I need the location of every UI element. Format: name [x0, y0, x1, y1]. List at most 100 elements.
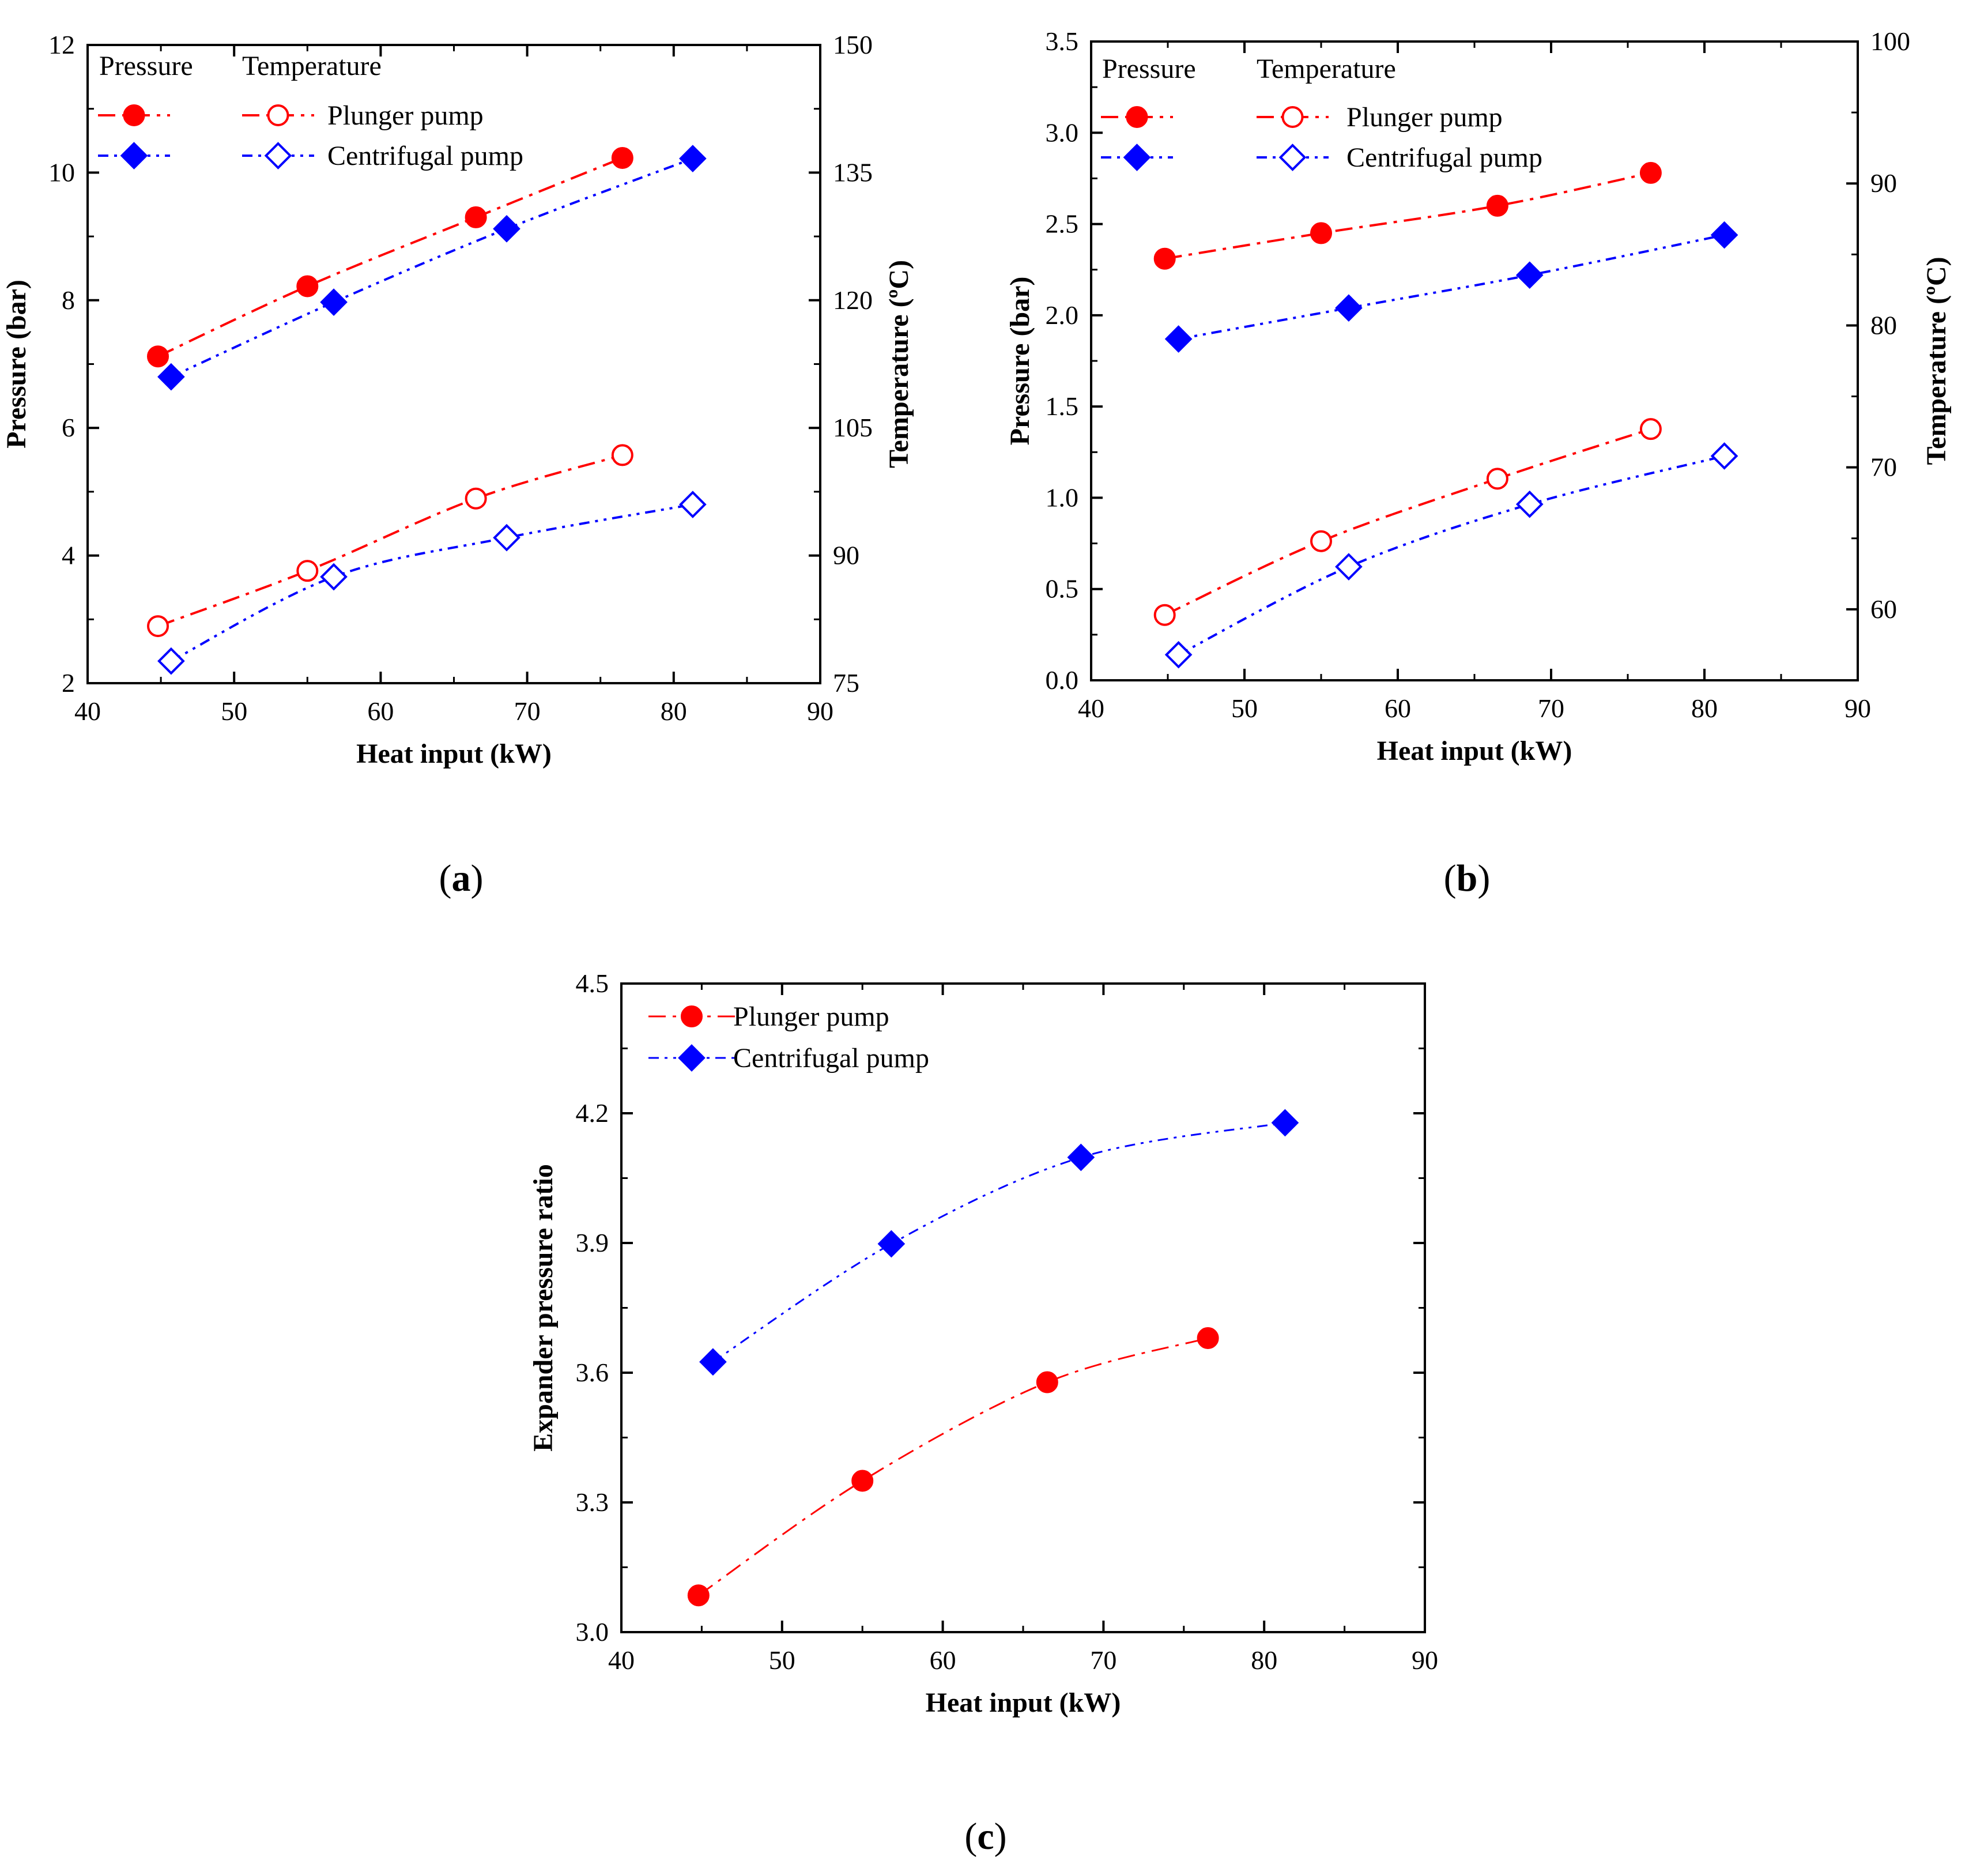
panel-label-letter: b	[1457, 857, 1478, 899]
x-tick-label: 60	[367, 696, 394, 726]
data-point-plunger-temperature	[296, 560, 319, 582]
legend-marker-plunger-pressure	[1126, 106, 1148, 128]
data-point-plunger-temperature	[1639, 418, 1662, 440]
series-line-plunger-pressure	[157, 157, 623, 358]
y-tick-label: 3.3	[576, 1487, 609, 1517]
y2-tick-label: 90	[833, 541, 859, 570]
data-point-plunger-pressure	[465, 206, 487, 228]
y2-tick-label: 100	[1870, 27, 1910, 56]
y2-tick-label: 135	[833, 157, 873, 187]
panel-label-close-paren: )	[1477, 857, 1490, 899]
y-axis-title: Pressure (bar)	[1005, 277, 1035, 446]
y2-tick-label: 150	[833, 30, 873, 59]
panel-label-close-paren: )	[471, 857, 484, 899]
y2-axis-title: Temperature (ºC)	[1921, 257, 1952, 465]
y2-tick-label: 60	[1870, 594, 1897, 624]
y2-tick-label: 75	[833, 668, 859, 698]
panel-c-chart: 40 50 60 70 80 90 3.0 3.3 3.6 3.9 4.2 4.5 Heat input…	[528, 969, 1438, 1858]
data-point-plunger-pressure	[611, 146, 633, 169]
data-point-centrifugal-pressure	[679, 145, 707, 172]
x-tick-label: 40	[1078, 694, 1104, 723]
series-line-plunger-ratio	[697, 1337, 1209, 1596]
x-tick-label: 70	[1538, 694, 1564, 723]
data-point-centrifugal-pressure	[1335, 294, 1363, 322]
data-point-plunger-pressure	[1639, 161, 1662, 184]
x-tick-label: 60	[1385, 694, 1411, 723]
y-axis-title: Pressure (bar)	[1, 280, 32, 449]
y-tick-label: 3.0	[576, 1617, 609, 1647]
series-line-centrifugal-pressure	[1178, 233, 1725, 340]
y-tick-label: 3.6	[576, 1358, 609, 1387]
data-point-plunger-temperature	[1310, 530, 1332, 552]
legend-label-centrifugal: Centrifugal pump	[1346, 142, 1542, 173]
panel-label-letter: c	[977, 1815, 994, 1858]
legend-label-centrifugal: Centrifugal pump	[733, 1043, 929, 1073]
panel-label-open-paren: (	[1444, 857, 1457, 899]
data-point-plunger-temperature	[611, 444, 633, 466]
legend-marker-plunger-pressure	[123, 104, 145, 126]
data-point-plunger-temperature	[1153, 604, 1176, 626]
x-tick-label: 90	[1412, 1645, 1438, 1675]
data-point-plunger-ratio	[1036, 1371, 1058, 1393]
y-tick-label: 6	[62, 413, 75, 442]
data-point-centrifugal-ratio	[1271, 1109, 1299, 1137]
data-point-centrifugal-temperature	[679, 491, 707, 518]
panel-label-open-paren: (	[964, 1815, 977, 1858]
x-tick-label: 60	[930, 1645, 956, 1675]
legend-header-temperature: Temperature	[1257, 54, 1396, 84]
y2-tick-label: 80	[1870, 310, 1897, 340]
data-point-centrifugal-pressure	[1164, 325, 1193, 353]
panel-b-chart: 40 50 60 70 80 90 0.0 0.5 1.0 1.5 2.0 2.5 3.0 3.5 60 70…	[1005, 27, 1952, 899]
x-tick-label: 40	[74, 696, 101, 726]
legend-marker-centrifugal-pressure	[120, 142, 148, 169]
series-line-centrifugal-pressure	[171, 157, 693, 378]
legend-label-plunger: Plunger pump	[733, 1001, 889, 1032]
data-point-plunger-ratio	[687, 1584, 710, 1607]
x-axis-title: Heat input (kW)	[926, 1687, 1121, 1718]
y-tick-label: 4.5	[576, 969, 609, 998]
data-point-plunger-pressure	[147, 345, 169, 368]
data-point-centrifugal-pressure	[1515, 261, 1544, 289]
x-tick-label: 90	[807, 696, 833, 726]
legend-marker-plunger	[681, 1005, 703, 1027]
y-tick-label: 2.5	[1046, 209, 1079, 239]
y2-tick-label: 105	[833, 413, 873, 442]
series-line-plunger-temperature	[157, 454, 623, 627]
panel-label-letter: a	[452, 857, 471, 899]
panel-label: (b)	[1444, 857, 1491, 899]
legend-label-plunger: Plunger pump	[327, 100, 484, 131]
y2-tick-label: 70	[1870, 453, 1897, 482]
y-tick-label: 3.9	[576, 1228, 609, 1257]
legend-marker-centrifugal	[678, 1044, 706, 1072]
panel-label: (a)	[439, 857, 484, 899]
x-axis-title: Heat input (kW)	[356, 739, 552, 769]
x-tick-label: 50	[769, 1645, 795, 1675]
data-point-plunger-temperature	[147, 615, 169, 638]
y-tick-label: 4.2	[576, 1098, 609, 1128]
legend-header-temperature: Temperature	[242, 51, 382, 81]
x-tick-label: 50	[221, 696, 247, 726]
data-point-centrifugal-temperature	[1515, 490, 1544, 518]
panel-label: (c)	[964, 1815, 1006, 1858]
legend-label-centrifugal: Centrifugal pump	[327, 141, 523, 171]
data-point-centrifugal-temperature	[320, 563, 348, 591]
data-point-plunger-pressure	[296, 275, 319, 297]
legend-marker-centrifugal-temperature	[1278, 144, 1307, 171]
y-tick-label: 0.5	[1046, 574, 1079, 604]
legend-marker-centrifugal-pressure	[1123, 144, 1151, 171]
y-axis-title: Expander pressure ratio	[528, 1164, 559, 1452]
data-point-plunger-ratio	[851, 1470, 874, 1492]
panel-a-chart: 40 50 60 70 80 90246810127590105120135150Heat…	[1, 30, 914, 899]
x-tick-label: 70	[514, 696, 541, 726]
series-line-plunger-temperature	[1164, 428, 1651, 616]
y-tick-label: 2.0	[1046, 300, 1079, 330]
x-tick-label: 50	[1231, 694, 1258, 723]
legend-label-plunger: Plunger pump	[1346, 102, 1503, 133]
data-point-centrifugal-temperature	[1164, 641, 1193, 669]
legend-marker-plunger-temperature	[267, 104, 289, 126]
legend-header-pressure: Pressure	[1102, 54, 1196, 84]
data-point-centrifugal-temperature	[1335, 553, 1363, 581]
x-tick-label: 80	[1251, 1645, 1277, 1675]
